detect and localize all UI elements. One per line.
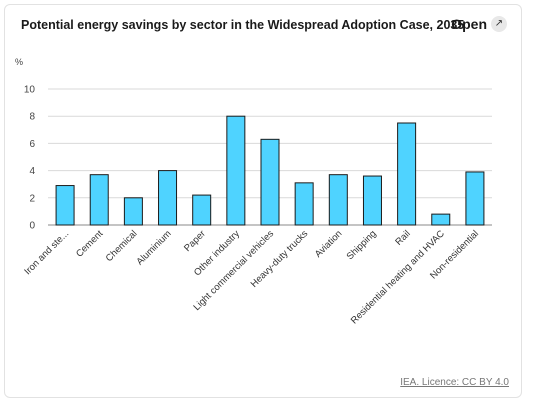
- bar[interactable]: [158, 170, 178, 226]
- bar[interactable]: [294, 182, 314, 226]
- bar[interactable]: [89, 174, 109, 226]
- y-tick-label: 0: [29, 221, 35, 232]
- x-tick-label: Iron and ste...: [22, 228, 71, 277]
- x-tick-label: Cement: [74, 228, 106, 260]
- open-label: Open: [451, 16, 487, 32]
- open-button[interactable]: Open ↗: [451, 16, 507, 32]
- bar[interactable]: [328, 174, 348, 226]
- bar[interactable]: [431, 213, 451, 226]
- y-tick-label: 6: [29, 139, 35, 150]
- expand-arrow-icon: ↗: [491, 16, 507, 32]
- x-tick-label: Shipping: [345, 228, 379, 262]
- x-tick-label: Rail: [393, 228, 412, 247]
- x-tick-label: Aviation: [313, 228, 345, 260]
- bar[interactable]: [260, 138, 280, 226]
- bar[interactable]: [123, 197, 143, 226]
- bar[interactable]: [362, 175, 382, 226]
- bar[interactable]: [397, 122, 417, 226]
- licence-link[interactable]: IEA. Licence: CC BY 4.0: [400, 377, 509, 388]
- y-tick-label: 8: [29, 112, 35, 123]
- chart-title: Potential energy savings by sector in th…: [21, 18, 465, 32]
- bar[interactable]: [192, 194, 212, 226]
- y-tick-label: 10: [24, 85, 36, 96]
- x-tick-label: Paper: [182, 228, 208, 254]
- bar[interactable]: [226, 115, 246, 226]
- x-tick-label: Aluminium: [135, 228, 174, 267]
- y-axis-unit: %: [15, 57, 24, 67]
- y-tick-label: 2: [29, 193, 35, 204]
- bar[interactable]: [465, 171, 485, 226]
- y-tick-label: 4: [29, 166, 35, 177]
- bar[interactable]: [55, 185, 75, 226]
